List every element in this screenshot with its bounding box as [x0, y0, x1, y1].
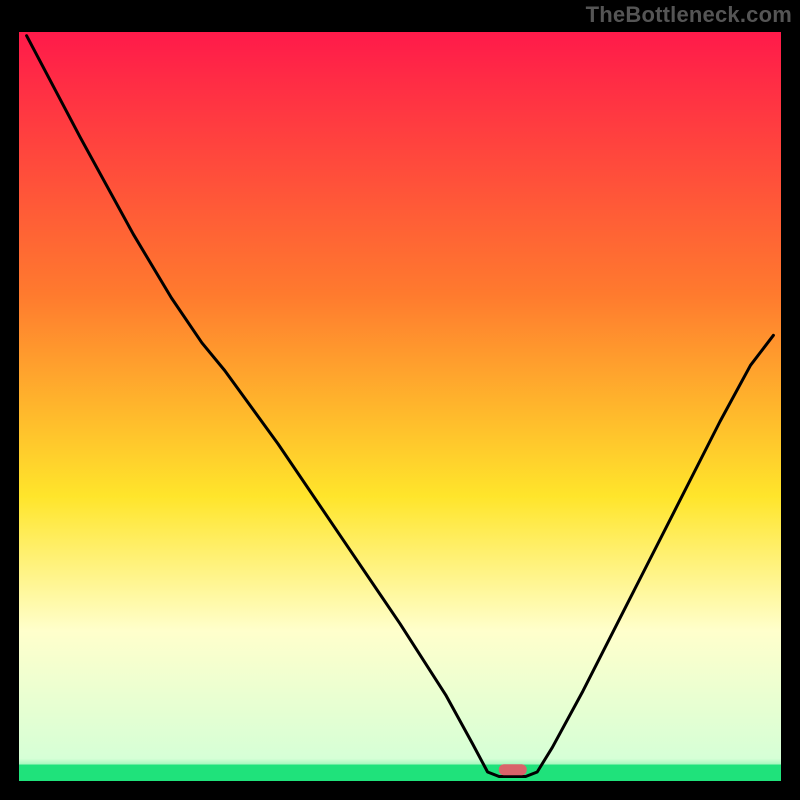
bottleneck-chart: TheBottleneck.com	[0, 0, 800, 800]
watermark-text: TheBottleneck.com	[586, 2, 792, 28]
chart-svg	[0, 0, 800, 800]
